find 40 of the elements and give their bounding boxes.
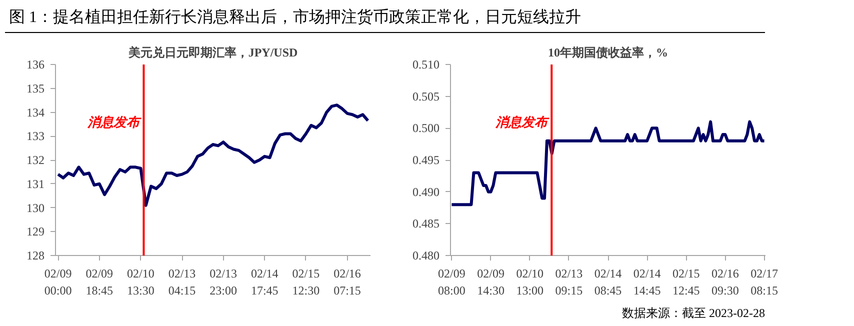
y-tick-label: 0.485 xyxy=(412,216,440,231)
y-tick-label: 129 xyxy=(26,224,44,239)
x-tick-label: 02/10 13:30 xyxy=(127,266,154,298)
text: 图 1：提名植田担任新行长消息释出后，市场押注货币政策正常化，日元短线拉升 xyxy=(5,5,765,33)
y-tick-label: 0.510 xyxy=(412,58,440,72)
y-tick-label: 0.490 xyxy=(412,184,440,199)
chart-title: 美元兑日元即期汇率，JPY/USD xyxy=(127,46,298,60)
x-tick-label: 02/17 08:15 xyxy=(750,266,778,298)
y-tick-label: 133 xyxy=(26,129,44,144)
annotation: 消息发布 xyxy=(86,114,142,130)
y-tick-label: 0.495 xyxy=(412,153,440,167)
x-tick-label: 02/09 08:00 xyxy=(438,266,466,298)
x-tick-label: 02/13 04:15 xyxy=(168,266,196,298)
x-tick-label: 02/10 13:00 xyxy=(516,266,544,298)
x-tick-label: 02/14 08:45 xyxy=(594,266,622,298)
y-tick-label: 136 xyxy=(26,58,44,72)
x-tick-label: 02/14 17:45 xyxy=(250,266,278,298)
x-tick-label: 02/15 12:30 xyxy=(292,266,320,298)
x-tick-label: 02/16 07:15 xyxy=(334,266,361,298)
y-tick-label: 128 xyxy=(26,248,44,262)
chart-title: 10年期国债收益率，% xyxy=(548,46,668,60)
x-tick-label: 02/13 23:00 xyxy=(210,266,238,298)
x-tick-label: 02/09 14:30 xyxy=(477,266,504,298)
x-tick-label: 02/09 00:00 xyxy=(44,266,72,298)
y-tick-label: 134 xyxy=(26,105,44,120)
x-tick-label: 02/16 09:30 xyxy=(712,266,739,298)
annotation: 消息发布 xyxy=(494,114,550,130)
y-tick-label: 0.480 xyxy=(412,248,440,262)
y-tick-label: 132 xyxy=(26,153,44,167)
x-tick-label: 02/15 12:45 xyxy=(672,266,700,298)
y-tick-label: 130 xyxy=(26,200,44,215)
source-note: 数据来源：截至 2023-02-28 xyxy=(621,305,765,322)
x-tick-label: 02/14 14:45 xyxy=(633,266,661,298)
y-tick-label: 0.500 xyxy=(412,121,440,136)
y-tick-label: 135 xyxy=(26,81,44,96)
y-tick-label: 131 xyxy=(26,176,44,191)
y-tick-label: 0.505 xyxy=(412,89,440,104)
line-series xyxy=(56,104,370,207)
x-tick-label: 02/13 09:15 xyxy=(555,266,583,298)
x-tick-label: 02/09 18:45 xyxy=(86,266,114,298)
